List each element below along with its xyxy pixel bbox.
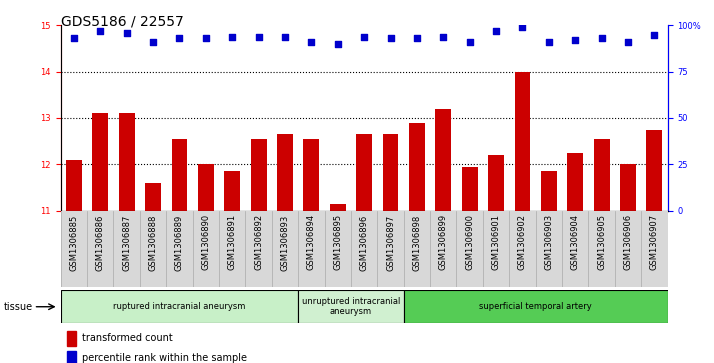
Point <box>94 28 106 34</box>
Bar <box>515 72 531 211</box>
Bar <box>67 331 76 346</box>
Text: GSM1306895: GSM1306895 <box>333 214 342 270</box>
Text: percentile rank within the sample: percentile rank within the sample <box>82 353 247 363</box>
Text: GDS5186 / 22557: GDS5186 / 22557 <box>61 15 183 29</box>
Point <box>306 39 317 45</box>
Bar <box>541 171 557 211</box>
Text: GSM1306890: GSM1306890 <box>201 214 211 270</box>
Text: GSM1306903: GSM1306903 <box>544 214 553 270</box>
Text: GSM1306906: GSM1306906 <box>623 214 633 270</box>
Bar <box>171 139 187 211</box>
FancyBboxPatch shape <box>61 290 298 323</box>
Text: tissue: tissue <box>4 302 33 312</box>
Bar <box>488 155 504 211</box>
Point <box>649 32 660 38</box>
Text: GSM1306893: GSM1306893 <box>281 214 289 270</box>
FancyBboxPatch shape <box>403 290 668 323</box>
Bar <box>594 139 610 211</box>
Text: GSM1306902: GSM1306902 <box>518 214 527 270</box>
Text: GSM1306894: GSM1306894 <box>307 214 316 270</box>
Point <box>543 39 555 45</box>
Bar <box>462 167 478 211</box>
Point <box>411 36 423 41</box>
Point <box>385 36 396 41</box>
Bar <box>277 134 293 211</box>
Text: GSM1306907: GSM1306907 <box>650 214 659 270</box>
Point <box>226 34 238 40</box>
Point <box>68 36 79 41</box>
Text: GSM1306904: GSM1306904 <box>570 214 580 270</box>
Text: GSM1306899: GSM1306899 <box>439 214 448 270</box>
Point <box>121 30 132 36</box>
Point <box>596 36 608 41</box>
Bar <box>67 351 76 363</box>
Text: GSM1306887: GSM1306887 <box>122 214 131 271</box>
Text: ruptured intracranial aneurysm: ruptured intracranial aneurysm <box>114 302 246 311</box>
Text: unruptured intracranial
aneurysm: unruptured intracranial aneurysm <box>302 297 400 317</box>
Bar <box>66 160 82 211</box>
Text: GSM1306886: GSM1306886 <box>96 214 105 271</box>
Text: GSM1306885: GSM1306885 <box>69 214 79 270</box>
Point <box>491 28 502 34</box>
Text: GSM1306892: GSM1306892 <box>254 214 263 270</box>
Text: transformed count: transformed count <box>82 334 173 343</box>
Text: GSM1306896: GSM1306896 <box>360 214 368 270</box>
Text: GSM1306905: GSM1306905 <box>597 214 606 270</box>
Bar <box>224 171 240 211</box>
Point <box>464 39 476 45</box>
Bar <box>620 164 636 211</box>
Bar <box>251 139 266 211</box>
Bar <box>436 109 451 211</box>
Point <box>517 24 528 30</box>
Point <box>174 36 185 41</box>
Bar <box>119 113 134 211</box>
Bar <box>145 183 161 211</box>
Point <box>438 34 449 40</box>
Text: GSM1306888: GSM1306888 <box>149 214 158 271</box>
Bar <box>330 204 346 211</box>
Point <box>358 34 370 40</box>
Point <box>279 34 291 40</box>
Text: GSM1306898: GSM1306898 <box>413 214 421 270</box>
Point <box>147 39 159 45</box>
Text: GSM1306900: GSM1306900 <box>466 214 474 270</box>
Text: superficial temporal artery: superficial temporal artery <box>479 302 592 311</box>
Bar <box>92 113 109 211</box>
Point <box>253 34 264 40</box>
Point <box>332 41 343 47</box>
FancyBboxPatch shape <box>298 290 403 323</box>
Point <box>570 37 581 43</box>
Bar <box>646 130 663 211</box>
Bar <box>383 134 398 211</box>
Text: GSM1306889: GSM1306889 <box>175 214 184 270</box>
Point <box>200 36 211 41</box>
Text: GSM1306891: GSM1306891 <box>228 214 237 270</box>
Bar <box>303 139 319 211</box>
Text: GSM1306897: GSM1306897 <box>386 214 395 270</box>
Bar <box>409 123 425 211</box>
Bar <box>568 153 583 211</box>
Bar <box>198 164 213 211</box>
Point <box>623 39 634 45</box>
Bar <box>356 134 372 211</box>
Text: GSM1306901: GSM1306901 <box>491 214 501 270</box>
